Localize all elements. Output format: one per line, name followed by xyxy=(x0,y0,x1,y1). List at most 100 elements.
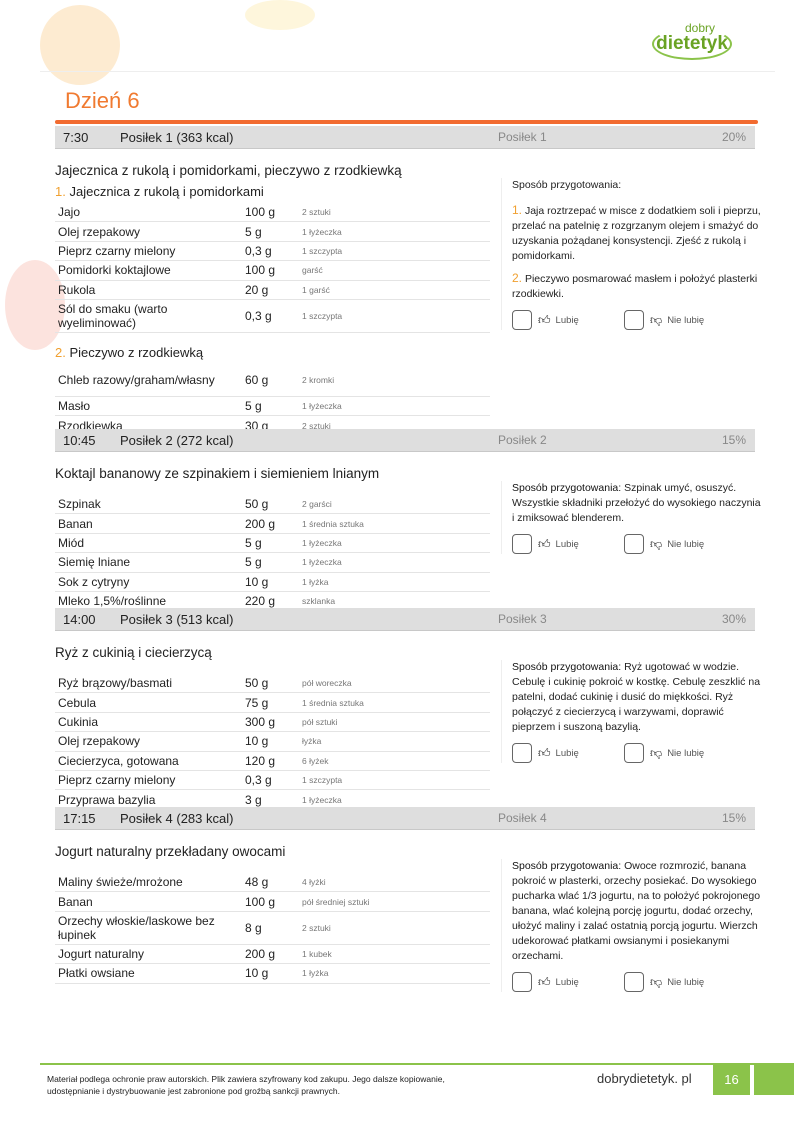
like-checkbox[interactable] xyxy=(512,972,532,992)
dislike-checkbox[interactable] xyxy=(624,743,644,763)
ingredient-qty: 3 g xyxy=(245,792,262,807)
prep-body: Owoce rozmrozić, banana pokroić w plaste… xyxy=(512,860,761,962)
prep-label: Sposób przygotowania xyxy=(512,860,619,872)
meal-time: 7:30 xyxy=(63,130,89,145)
meal-label: Posiłek 2 xyxy=(498,433,547,447)
preparation-panel: Sposób przygotowania: Szpinak umyć, osus… xyxy=(501,481,761,554)
ingredients-table: 1. Jajecznica z rukolą i pomidorkami Jaj… xyxy=(55,184,490,436)
ingredient-row: Maliny świeże/mrożone 48 g 4 łyżki xyxy=(55,873,490,893)
dislike-checkbox[interactable] xyxy=(624,534,644,554)
meal-header: 14:00 Posiłek 3 (513 kcal) Posiłek 3 30% xyxy=(55,608,755,631)
dislike-checkbox[interactable] xyxy=(624,972,644,992)
ingredient-qty: 200 g xyxy=(245,516,276,531)
ingredient-row: Banan 100 g pół średniej sztuki xyxy=(55,892,490,912)
ingredient-unit: 2 sztuki xyxy=(302,207,331,218)
ingredient-unit: 4 łyżki xyxy=(302,877,326,888)
thumbs-down-icon: 👎︎ xyxy=(650,974,663,989)
step-number: 1. xyxy=(55,184,66,199)
rating: 👍︎ Lubię 👎︎ Nie lubię xyxy=(512,310,761,330)
day-title: Dzień 6 xyxy=(65,88,140,113)
meal-section: 17:15 Posiłek 4 (283 kcal) Posiłek 4 15%… xyxy=(55,807,760,992)
thumbs-up-icon: 👍︎ xyxy=(538,312,551,327)
dislike-option[interactable]: 👎︎ Nie lubię xyxy=(624,534,736,554)
like-checkbox[interactable] xyxy=(512,310,532,330)
ingredient-unit: 1 łyżeczka xyxy=(302,557,342,568)
ingredient-row: Rukola 20 g 1 garść xyxy=(55,281,490,300)
ingredient-row: Banan 200 g 1 średnia sztuka xyxy=(55,514,490,534)
prep-label: Sposób przygotowania xyxy=(512,661,619,673)
ingredient-row: Siemię lniane 5 g 1 łyżeczka xyxy=(55,553,490,573)
ingredient-unit: 1 szczypta xyxy=(302,310,343,321)
dislike-option[interactable]: 👎︎ Nie lubię xyxy=(624,743,736,763)
dislike-label: Nie lubię xyxy=(667,538,705,550)
ingredient-name: Jajo xyxy=(58,205,81,220)
ingredient-name: Orzechy włoskie/laskowe bez łupinek xyxy=(58,913,215,942)
meal-time: 14:00 xyxy=(63,612,96,627)
dish-title: Jajecznica z rukolą i pomidorkami, piecz… xyxy=(55,163,402,178)
subtitle-text: Jajecznica z rukolą i pomidorkami xyxy=(69,184,264,199)
decorative-fruit xyxy=(5,260,65,350)
like-label: Lubię xyxy=(555,747,579,759)
copyright-notice: Materiał podlega ochronie praw autorskic… xyxy=(47,1074,445,1096)
ingredient-qty: 48 g xyxy=(245,875,269,890)
meal-time: 17:15 xyxy=(63,811,96,826)
like-checkbox[interactable] xyxy=(512,534,532,554)
ingredient-row: Pomidorki koktajlowe 100 g garść xyxy=(55,261,490,281)
dish-title: Jogurt naturalny przekładany owocami xyxy=(55,844,286,859)
dislike-option[interactable]: 👎︎ Nie lubię xyxy=(624,972,736,992)
ingredient-qty: 10 g xyxy=(245,966,269,981)
ingredient-unit: 2 sztuki xyxy=(302,922,331,933)
like-option[interactable]: 👍︎ Lubię xyxy=(512,743,624,763)
step-number: 1. xyxy=(512,203,523,217)
like-option[interactable]: 👍︎ Lubię xyxy=(512,310,624,330)
dislike-option[interactable]: 👎︎ Nie lubię xyxy=(624,310,736,330)
meal-section: 7:30 Posiłek 1 (363 kcal) Posiłek 1 20% … xyxy=(55,126,761,436)
meal-time: 10:45 xyxy=(63,433,96,448)
like-label: Lubię xyxy=(555,314,579,326)
prep-step: 1. Jaja roztrzepać w misce z dodatkiem s… xyxy=(512,203,761,264)
ingredient-name: Pieprz czarny mielony xyxy=(58,773,176,788)
ingredient-qty: 120 g xyxy=(245,753,276,768)
like-option[interactable]: 👍︎ Lubię xyxy=(512,972,624,992)
ingredient-qty: 60 g xyxy=(245,372,269,387)
ingredient-unit: 1 kubek xyxy=(302,948,332,959)
like-checkbox[interactable] xyxy=(512,743,532,763)
ingredient-qty: 100 g xyxy=(245,894,276,909)
ingredient-row: Pieprz czarny mielony 0,3 g 1 szczypta xyxy=(55,771,490,791)
ingredient-row: Szpinak 50 g 2 garści xyxy=(55,495,490,515)
dislike-checkbox[interactable] xyxy=(624,310,644,330)
prep-label: Sposób przygotowania xyxy=(512,482,619,494)
preparation-panel: Sposób przygotowania: 1. Jaja roztrzepać … xyxy=(501,178,761,330)
dish-title: Ryż z cukinią i ciecierzycą xyxy=(55,645,212,660)
prep-text: Sposób przygotowania: Ryż ugotować w wod… xyxy=(512,661,761,733)
decorative-fruit xyxy=(245,0,315,30)
ingredient-row: Ryż brązowy/basmati 50 g pół woreczka xyxy=(55,674,490,694)
ingredient-row: Olej rzepakowy 5 g 1 łyżeczka xyxy=(55,222,490,242)
ingredient-qty: 100 g xyxy=(245,205,276,220)
meal-header: 10:45 Posiłek 2 (272 kcal) Posiłek 2 15% xyxy=(55,429,755,452)
ingredient-qty: 0,3 g xyxy=(245,773,272,788)
ingredient-unit: 2 sztuki xyxy=(302,420,331,431)
ingredient-qty: 300 g xyxy=(245,714,276,729)
ingredient-qty: 75 g xyxy=(245,695,269,710)
ingredient-row: Jogurt naturalny 200 g 1 kubek xyxy=(55,945,490,965)
ingredient-row: Ciecierzyca, gotowana 120 g 6 łyżek xyxy=(55,752,490,771)
meal-title: Posiłek 4 (283 kcal) xyxy=(120,811,234,826)
rating: 👍︎ Lubię 👎︎ Nie lubię xyxy=(512,972,761,992)
ingredient-row: Masło 5 g 1 łyżeczka xyxy=(55,397,490,417)
like-option[interactable]: 👍︎ Lubię xyxy=(512,534,624,554)
ingredient-name: Maliny świeże/mrożone xyxy=(58,875,183,890)
ingredient-name: Banan xyxy=(58,516,93,531)
ingredient-name: Banan xyxy=(58,894,93,909)
ingredient-qty: 5 g xyxy=(245,224,262,239)
meal-title: Posiłek 1 (363 kcal) xyxy=(120,130,234,145)
accent-bar xyxy=(55,120,758,124)
ingredient-name: Ryż brązowy/basmati xyxy=(58,676,173,691)
ingredient-name: Mleko 1,5%/roślinne xyxy=(58,594,167,609)
ingredient-row: Cebula 75 g 1 średnia sztuka xyxy=(55,693,490,713)
ingredient-unit: 1 średnia sztuka xyxy=(302,697,364,708)
footer-block xyxy=(754,1064,794,1095)
ingredient-unit: 1 szczypta xyxy=(302,245,343,256)
meal-header: 7:30 Posiłek 1 (363 kcal) Posiłek 1 20% xyxy=(55,126,755,149)
ingredient-unit: 2 garści xyxy=(302,499,332,510)
